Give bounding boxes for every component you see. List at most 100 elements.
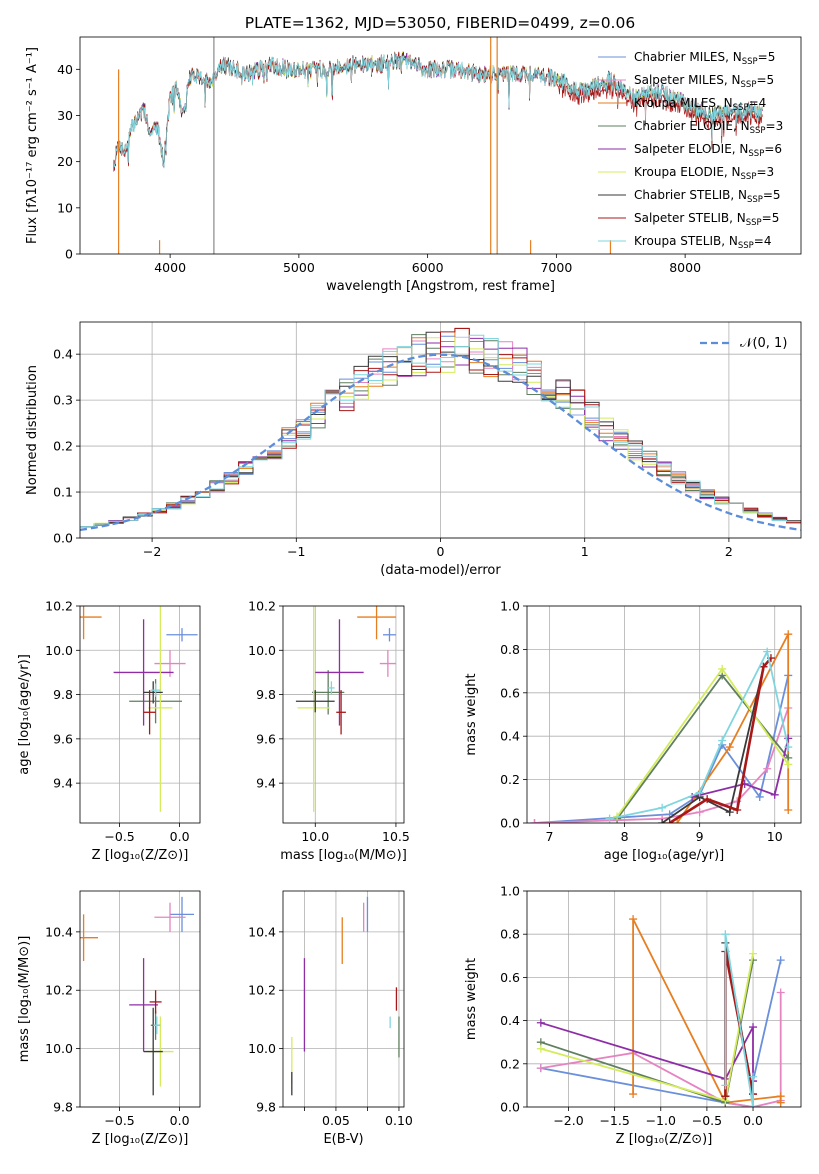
x-axis-label: age [log₁₀(age/yr)] [604,848,725,863]
series-marker [763,764,772,773]
legend-count: =4 [754,234,772,248]
series-marker [784,805,793,814]
y-axis-label: Normed distribution [25,365,40,495]
plot-area [113,37,763,254]
axes-frame [526,605,802,824]
y-tick-label: 0.8 [500,927,520,942]
grid-lines [80,605,200,823]
series-marker [776,1098,785,1107]
y-tick-label: 10.4 [248,924,276,939]
y-tick-label: 0.6 [500,970,520,985]
x-axis-label: Z [log₁₀(Z/Z⊙)] [92,1132,189,1147]
x-tick-label: −2.0 [553,1113,583,1128]
x-tick-label: 1 [581,544,589,559]
y-tick-label: 0.2 [500,772,520,787]
y-axis-label: Flux [fλ10⁻¹⁷ erg cm⁻² s⁻¹ A⁻¹] [25,47,40,244]
y-tick-label: 9.4 [53,776,73,791]
x-axis-label: mass [log₁₀(M/M⊙)] [280,848,407,863]
grid-lines [527,890,801,1108]
plot-area [530,630,793,823]
series-marker [665,819,674,823]
series-line [661,666,765,823]
y-tick-label: 9.8 [53,1100,73,1115]
series-marker [721,930,730,939]
y-tick-label: 30 [57,108,73,123]
series-marker [776,956,785,965]
panel-mass_vs_ebv: 0.05 0.10 9.8 10.0 10.2 10.4 E(B-V) [248,890,413,1147]
x-tick-label: 0 [437,544,445,559]
histogram-series [80,334,801,528]
panel-weight_vs_age: 7 8 9 10 0.0 0.2 0.4 0.6 0.8 1.0 age [log₁₀(age/yr… [464,599,802,863]
series-marker [749,1023,758,1032]
y-tick-label: 9.8 [53,687,73,702]
spectrum-series-line [113,53,763,172]
panel-spectrum: 4000 5000 6000 7000 8000 0 10 20 30 40 wavelength … [25,36,802,294]
y-tick-label: 9.8 [256,1100,276,1115]
x-tick-label: 0.0 [170,829,190,844]
series-marker [759,662,768,671]
y-axis-label: mass weight [464,958,479,1040]
series-marker [776,988,785,997]
y-tick-label: 40 [57,62,73,77]
series-marker [725,808,734,817]
x-tick-label: 5000 [283,260,315,275]
series-marker [749,1072,758,1081]
series-marker [629,915,638,924]
series-line [691,738,790,798]
grid-lines [283,605,404,823]
y-tick-label: 20 [57,154,73,169]
x-tick-label: 0.10 [385,1113,413,1128]
plot-area [80,606,198,812]
panel-age_vs_mass: 10.0 10.5 9.4 9.6 9.8 10.0 10.2 mass [log₁₀(M/M… [248,599,410,864]
histogram-series [80,328,801,528]
panel-weight_vs_Z: −2.0 −1.5 −1.0 −0.5 0.0 0.0 0.2 0.4 0.6 0.8 1.0 Z [… [464,884,802,1147]
y-tick-label: 0.1 [53,485,73,500]
x-tick-label: −1 [287,544,305,559]
x-tick-label: 9 [696,829,704,844]
y-tick-label: 10.2 [248,983,276,998]
y-tick-label: 0.0 [500,816,520,831]
y-tick-label: 10.0 [248,1041,276,1056]
series-marker [733,805,742,814]
x-tick-label: 8 [621,829,629,844]
y-axis-label: age [log₁₀(age/yr)] [17,654,32,775]
x-tick-label: −1.5 [599,1113,629,1128]
series-marker [749,949,758,958]
series-marker [770,790,779,799]
series-line [724,934,754,1107]
y-tick-label: 10.0 [45,1041,73,1056]
plot-area [80,896,194,1096]
series-marker [658,803,667,812]
y-tick-label: 0.0 [53,531,73,546]
y-tick-label: 1.0 [500,884,520,899]
series-marker [530,819,539,823]
series-marker [536,1064,545,1073]
panel-mass_vs_Z: −0.5 0.0 9.8 10.0 10.2 10.4 Z [log₁₀(Z/Z⊙)] mas… [17,890,201,1147]
y-axis-label: mass weight [464,673,479,755]
y-tick-label: 0.4 [53,347,73,362]
y-tick-label: 9.4 [256,776,276,791]
y-tick-label: 9.8 [256,687,276,702]
x-axis-label: wavelength [Angstrom, rest frame] [326,279,555,294]
axes-frame [282,605,405,824]
legend-entry: Kroupa STELIB, NSSP=4 [634,234,772,251]
legend-subscript: SSP [748,149,764,159]
y-tick-label: 9.6 [53,731,73,746]
legend-subscript: SSP [747,195,763,205]
series-marker [749,1103,758,1107]
legend-entry: Chabrier MILES, NSSP=5 [634,50,775,67]
series-marker [784,760,793,769]
series-marker [658,819,667,823]
legend-entry: 𝒩(0, 1) [740,336,787,351]
legend-count: =4 [749,96,767,110]
series-marker [695,808,704,817]
series-marker [718,736,727,745]
y-tick-label: 10.2 [45,983,73,998]
legend-count: =5 [763,188,781,202]
spectrum-series-line [113,52,763,172]
y-tick-label: 10.4 [45,924,73,939]
y-tick-label: 0.2 [500,1056,520,1071]
series-marker [721,1092,730,1101]
panel-age_vs_Z: −0.5 0.0 9.4 9.6 9.8 10.0 10.2 Z [log₁₀(Z/Z⊙)] a… [17,599,201,863]
legend-count: =5 [758,50,776,64]
